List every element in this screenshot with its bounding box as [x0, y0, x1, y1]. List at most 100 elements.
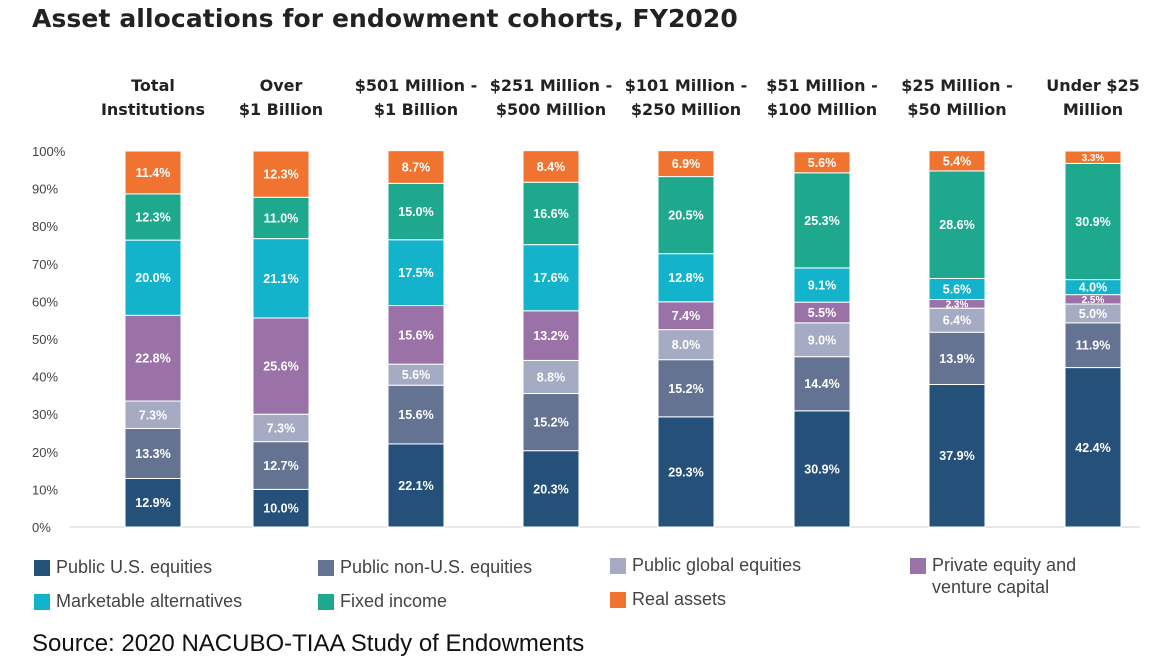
- data-label: 13.2%: [533, 329, 568, 343]
- legend-swatch: [610, 558, 626, 574]
- bar-segment: [657, 329, 715, 361]
- bar-segment: [1064, 322, 1122, 369]
- data-label: 2.3%: [946, 299, 969, 310]
- data-label: 30.9%: [804, 462, 839, 476]
- bar-segment: [252, 441, 310, 490]
- bar-segment: [1064, 367, 1122, 528]
- bar-segment: [387, 443, 445, 528]
- data-label: 5.6%: [402, 368, 431, 382]
- data-label: 20.3%: [533, 482, 568, 496]
- bar-segment: [387, 150, 445, 184]
- bar-segment: [124, 150, 182, 195]
- y-tick-label: 90%: [32, 182, 58, 197]
- data-label: 9.1%: [808, 279, 837, 293]
- category-label: $250 Million: [631, 100, 741, 119]
- data-label: 15.0%: [398, 205, 433, 219]
- category-label: $101 Million -: [625, 76, 748, 95]
- legend-label: Public non-U.S. equities: [340, 557, 533, 577]
- y-tick-label: 70%: [32, 257, 58, 272]
- bar-segment: [1064, 150, 1122, 164]
- legend-label: Real assets: [632, 589, 727, 609]
- bar-segment: [522, 359, 580, 395]
- bar-segment: [124, 193, 182, 241]
- data-label: 12.8%: [668, 271, 703, 285]
- data-label: 12.7%: [263, 459, 298, 473]
- y-tick-label: 60%: [32, 294, 58, 309]
- category-label: $50 Million: [907, 100, 1006, 119]
- category-label: $1 Billion: [239, 100, 323, 119]
- bar-segment: [928, 307, 986, 333]
- data-label: 13.3%: [135, 447, 170, 461]
- bar-segment: [657, 416, 715, 528]
- legend-label: Public global equities: [632, 555, 802, 575]
- data-label: 6.9%: [672, 157, 701, 171]
- data-label: 15.6%: [398, 328, 433, 342]
- bar-segment: [252, 488, 310, 528]
- data-label: 15.2%: [533, 416, 568, 430]
- data-label: 12.3%: [263, 168, 298, 182]
- bar-segment: [124, 427, 182, 479]
- data-label: 20.0%: [135, 271, 170, 285]
- data-label: 11.4%: [136, 166, 171, 180]
- data-label: 7.4%: [672, 309, 701, 323]
- data-label: 11.0%: [264, 211, 299, 225]
- bar-segment: [522, 244, 580, 312]
- category-label: Institutions: [101, 100, 205, 119]
- category-label: $500 Million: [496, 100, 606, 119]
- bar-segment: [124, 314, 182, 402]
- category-label: $501 Million -: [355, 76, 478, 95]
- data-label: 8.8%: [537, 370, 566, 384]
- y-tick-label: 10%: [32, 482, 58, 497]
- legend-label: Public U.S. equities: [56, 557, 213, 577]
- data-label: 20.5%: [668, 209, 703, 223]
- data-label: 12.3%: [135, 210, 170, 224]
- category-label: $25 Million -: [901, 76, 1012, 95]
- bar-segment: [252, 196, 310, 240]
- bar-segment: [522, 393, 580, 452]
- legend-swatch: [34, 594, 50, 610]
- bar-segment: [928, 150, 986, 172]
- legend-swatch: [910, 558, 926, 574]
- data-label: 21.1%: [263, 272, 298, 286]
- data-label: 25.6%: [263, 360, 298, 374]
- data-label: 5.6%: [808, 156, 837, 170]
- data-label: 17.6%: [533, 271, 568, 285]
- data-label: 14.4%: [804, 377, 839, 391]
- bar-segment: [387, 239, 445, 307]
- data-label: 29.3%: [668, 465, 703, 479]
- legend-label: Marketable alternatives: [56, 591, 243, 611]
- bar-segment: [522, 450, 580, 528]
- bar-segment: [252, 238, 310, 319]
- bar-segment: [387, 384, 445, 445]
- data-label: 28.6%: [939, 218, 974, 232]
- y-tick-label: 0%: [32, 520, 51, 535]
- legend-swatch: [34, 560, 50, 576]
- data-label: 5.0%: [1079, 307, 1108, 321]
- bar-segment: [793, 322, 851, 358]
- data-label: 22.8%: [135, 352, 170, 366]
- data-label: 8.0%: [672, 338, 701, 352]
- category-label: $100 Million: [767, 100, 877, 119]
- data-label: 2.5%: [1082, 295, 1105, 306]
- y-tick-label: 40%: [32, 370, 58, 385]
- category-label: Million: [1063, 100, 1123, 119]
- data-label: 9.0%: [808, 333, 837, 347]
- stacked-bar-chart: 0% 10% 20% 30% 40% 50% 60% 70% 80% 90% 100% Total In…: [32, 76, 1140, 535]
- y-tick-label: 30%: [32, 407, 58, 422]
- bar-segment: [928, 170, 986, 279]
- data-label: 5.4%: [943, 154, 972, 168]
- category-label: Over: [260, 76, 303, 95]
- data-label: 37.9%: [939, 449, 974, 463]
- data-label: 22.1%: [398, 479, 433, 493]
- bar-segment: [387, 305, 445, 365]
- bar-segment: [657, 359, 715, 418]
- bar-segment: [252, 317, 310, 415]
- data-label: 13.9%: [939, 352, 974, 366]
- data-label: 10.0%: [263, 502, 298, 516]
- bar-segment: [522, 150, 580, 183]
- chart-title: Asset allocations for endowment cohorts,…: [32, 4, 738, 33]
- data-label: 42.4%: [1075, 441, 1110, 455]
- bar-segment: [657, 150, 715, 178]
- data-label: 3.3%: [1082, 153, 1105, 164]
- data-label: 11.9%: [1076, 339, 1111, 353]
